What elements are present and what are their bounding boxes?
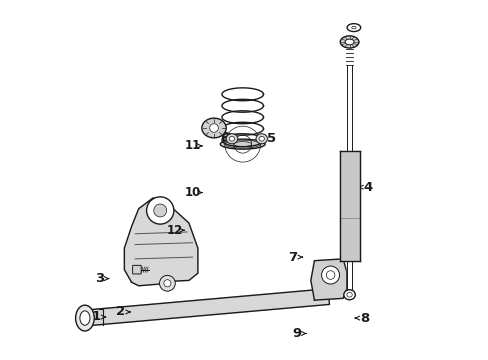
Polygon shape — [124, 198, 198, 286]
Ellipse shape — [202, 118, 226, 138]
Circle shape — [159, 275, 175, 291]
Ellipse shape — [340, 36, 358, 48]
Ellipse shape — [229, 136, 234, 141]
Ellipse shape — [226, 134, 237, 144]
Ellipse shape — [259, 136, 264, 141]
Text: 12: 12 — [166, 224, 183, 237]
Circle shape — [209, 124, 218, 132]
Polygon shape — [339, 151, 359, 261]
Polygon shape — [346, 65, 351, 151]
Text: 2: 2 — [116, 306, 125, 319]
Polygon shape — [346, 261, 351, 289]
Circle shape — [321, 266, 339, 284]
Circle shape — [153, 204, 166, 217]
Text: 9: 9 — [291, 327, 301, 340]
Text: 10: 10 — [184, 186, 200, 199]
Text: 6: 6 — [220, 132, 229, 145]
Ellipse shape — [346, 292, 351, 297]
Text: 5: 5 — [266, 132, 275, 145]
Ellipse shape — [80, 311, 90, 325]
Polygon shape — [310, 259, 346, 300]
Ellipse shape — [343, 290, 355, 300]
Ellipse shape — [76, 305, 94, 331]
Ellipse shape — [345, 39, 353, 45]
Text: 3: 3 — [95, 272, 103, 285]
Ellipse shape — [346, 24, 360, 32]
Text: 11: 11 — [184, 139, 200, 152]
FancyBboxPatch shape — [132, 265, 141, 274]
Text: 7: 7 — [288, 251, 297, 264]
Text: 1: 1 — [91, 310, 100, 324]
Circle shape — [325, 271, 334, 279]
Polygon shape — [84, 289, 329, 326]
Circle shape — [163, 280, 171, 287]
Text: 8: 8 — [359, 311, 368, 325]
Text: 4: 4 — [363, 181, 372, 194]
Ellipse shape — [351, 26, 355, 29]
Ellipse shape — [220, 139, 264, 149]
Ellipse shape — [255, 134, 267, 144]
Circle shape — [146, 197, 174, 224]
